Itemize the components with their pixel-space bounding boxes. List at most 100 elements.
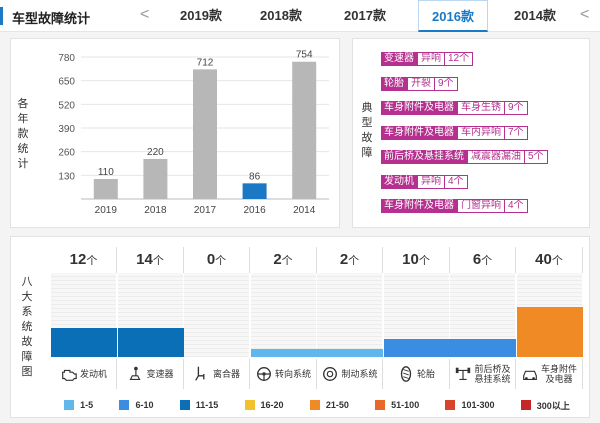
typical-faults-label-char: 故	[361, 132, 373, 144]
system-count: 10个	[383, 247, 450, 273]
bar-value-label: 712	[197, 57, 214, 68]
fault-issue: 异响	[417, 52, 445, 66]
car-body-icon	[521, 365, 539, 383]
system-name: 制动系统	[341, 369, 378, 379]
systems-panel: 八大系统故障图 12个 发动机 14个 变速器 0个 离合器 2个 转向系统 2个 制动系统 10个…	[10, 236, 590, 418]
next-year-arrow[interactable]: <	[580, 6, 590, 23]
yearly-axis-label-char: 款	[17, 128, 29, 140]
system-level-bar	[184, 273, 250, 357]
yearly-axis-label-char: 各	[17, 98, 29, 110]
legend-label: 6-10	[135, 400, 154, 410]
typical-faults-panel: 典型故障 变速器 异响 12个 轮胎 开裂 9个 车身附件及电器 车身生锈 9个 车身附件及电器车…	[352, 38, 590, 228]
x-tick-label: 2014	[293, 205, 316, 216]
system-count: 12个	[51, 247, 117, 273]
fault-count: 4个	[505, 199, 528, 213]
fault-part: 轮胎	[381, 76, 407, 91]
fault-count: 4个	[445, 174, 468, 189]
yearly-axis-label: 各年款统计	[17, 97, 29, 172]
tire-icon	[397, 365, 415, 383]
system-count: 0个	[184, 247, 250, 273]
fault-item[interactable]: 车身附件及电器 门窗异响 4个	[381, 199, 528, 213]
bar-2017	[193, 69, 217, 199]
fault-part: 车身附件及电器	[381, 199, 457, 213]
system-count: 40个	[516, 247, 583, 273]
fault-part: 车身附件及电器	[381, 125, 457, 140]
system-count-unit: 个	[215, 255, 227, 267]
fault-part: 前后桥及悬挂系统	[381, 150, 467, 164]
x-tick-label: 2019	[95, 205, 118, 216]
legend-item: 1-5	[64, 397, 93, 413]
fault-item[interactable]: 车身附件及电器 车内异响 7个	[381, 125, 528, 140]
fault-issue: 异响	[417, 174, 445, 189]
system-count: 2个	[317, 247, 383, 273]
system-name: 轮胎	[416, 369, 435, 379]
tab-2016[interactable]: 2016款	[418, 0, 488, 32]
legend-swatch	[119, 400, 130, 410]
systems-label-char: 图	[21, 366, 33, 378]
fault-item[interactable]: 车身附件及电器 车身生锈 9个	[381, 101, 528, 115]
page-title: 车型故障统计	[12, 11, 91, 26]
legend-item: 21-50	[309, 397, 349, 413]
bar-value-label: 110	[98, 167, 114, 178]
systems-label: 八大系统故障图	[21, 275, 33, 380]
system-label: 车身附件 及电器	[517, 359, 583, 389]
fault-count: 9个	[505, 101, 528, 115]
x-tick-label: 2018	[144, 205, 167, 216]
fault-issue: 门窗异响	[457, 199, 505, 213]
systems-label-char: 系	[21, 306, 33, 318]
system-count-unit: 个	[348, 255, 360, 267]
fault-item[interactable]: 轮胎 开裂 9个	[381, 76, 458, 91]
legend-label: 101-300	[461, 400, 495, 410]
y-tick-label: 130	[58, 171, 75, 182]
system-count-value: 14	[136, 251, 153, 268]
system-count-unit: 个	[418, 255, 430, 267]
fault-issue: 车身生锈	[457, 101, 505, 115]
systems-label-char: 八	[21, 276, 33, 288]
legend-item: 101-300	[445, 397, 495, 413]
systems-label-char: 大	[21, 291, 33, 303]
legend-item: 6-10	[119, 397, 153, 413]
system-count: 2个	[250, 247, 317, 273]
legend-item: 51-100	[375, 397, 419, 413]
system-count: 6个	[450, 247, 516, 273]
legend-swatch	[309, 400, 320, 410]
system-count-value: 2	[339, 251, 349, 268]
brake-disc-icon	[321, 365, 339, 383]
system-level-fill	[117, 327, 184, 357]
legend-label: 1-5	[80, 400, 94, 410]
system-label: 离合器	[184, 359, 250, 389]
system-label: 发动机	[51, 359, 117, 389]
gear-shift-icon	[126, 365, 144, 383]
yearly-axis-label-char: 年	[17, 113, 29, 125]
tab-2019[interactable]: 2019款	[180, 8, 222, 23]
fault-count: 7个	[505, 125, 528, 140]
fault-item[interactable]: 发动机 异响 4个	[381, 174, 468, 189]
system-label: 轮胎	[384, 359, 450, 389]
typical-faults-label-char: 型	[361, 117, 373, 129]
prev-year-arrow[interactable]: <	[140, 6, 150, 23]
y-tick-label: 260	[58, 148, 75, 159]
systems-label-char: 统	[21, 321, 33, 333]
fault-count: 12个	[445, 52, 474, 66]
system-count: 14个	[117, 247, 184, 273]
tab-2018[interactable]: 2018款	[260, 8, 302, 23]
system-level-bar	[117, 273, 184, 357]
yearly-chart-panel: 各年款统计 130 260 390 520 650 780 110 2019 220 2018 71…	[10, 38, 340, 228]
legend-swatch	[179, 400, 190, 410]
system-level-fill	[516, 306, 583, 357]
system-level-fill	[51, 327, 117, 357]
x-tick-label: 2017	[194, 205, 217, 216]
system-name: 转向系统	[274, 369, 311, 379]
fault-part: 车身附件及电器	[381, 101, 457, 115]
header-bar: 车型故障统计 < 2019款 2018款 2017款 2016款 2014款 <	[0, 0, 600, 32]
fault-item[interactable]: 前后桥及悬挂系统 减震器漏油 5个	[381, 150, 548, 164]
fault-part: 变速器	[381, 52, 417, 66]
tab-2014[interactable]: 2014款	[514, 8, 556, 23]
fault-count: 5个	[525, 150, 548, 164]
tab-2017[interactable]: 2017款	[344, 8, 386, 23]
fault-issue: 减震器漏油	[467, 150, 525, 164]
y-tick-label: 520	[58, 100, 75, 111]
systems-label-char: 故	[21, 336, 33, 348]
system-name: 离合器	[212, 369, 240, 379]
fault-item[interactable]: 变速器 异响 12个	[381, 52, 474, 66]
